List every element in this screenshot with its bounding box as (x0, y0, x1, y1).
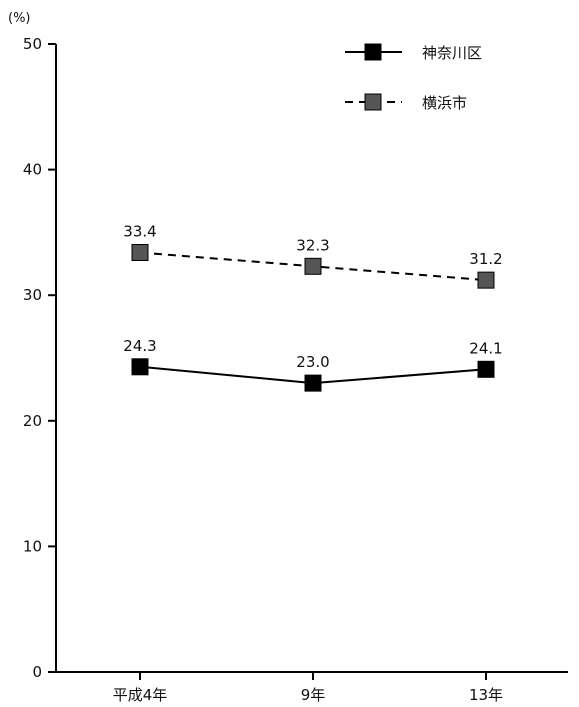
data-label: 33.4 (123, 222, 156, 240)
x-tick-label: 13年 (469, 686, 503, 704)
legend-marker (364, 93, 382, 111)
y-tick-label: 20 (23, 412, 42, 430)
legend-label: 神奈川区 (422, 44, 482, 62)
y-axis-unit-label: (%) (8, 11, 31, 26)
legend-marker (364, 43, 382, 61)
data-point-marker (131, 243, 149, 261)
data-point-marker (131, 358, 149, 376)
y-tick-label: 40 (23, 161, 42, 179)
y-tick-label: 10 (23, 537, 42, 555)
data-point-marker (304, 257, 322, 275)
y-tick-label: 30 (23, 286, 42, 304)
data-label: 23.0 (296, 353, 329, 371)
data-label: 32.3 (296, 236, 329, 254)
series-group: 24.3 23.0 24.1 33.4 32.3 31.2 (123, 222, 503, 392)
data-point-marker (477, 360, 495, 378)
data-label: 31.2 (469, 250, 502, 268)
data-label: 24.3 (123, 337, 156, 355)
x-tick-label: 9年 (301, 686, 326, 704)
data-point-marker (477, 271, 495, 289)
x-axis-ticks: 平成4年 9年 13年 (113, 672, 503, 704)
x-tick-label: 平成4年 (113, 686, 168, 704)
data-point-marker (304, 374, 322, 392)
y-tick-label: 0 (32, 663, 42, 681)
y-tick-label: 50 (23, 35, 42, 53)
data-label: 24.1 (469, 339, 502, 357)
legend-label: 横浜市 (422, 94, 467, 112)
y-axis-ticks: 0 10 20 30 40 50 (23, 35, 56, 681)
